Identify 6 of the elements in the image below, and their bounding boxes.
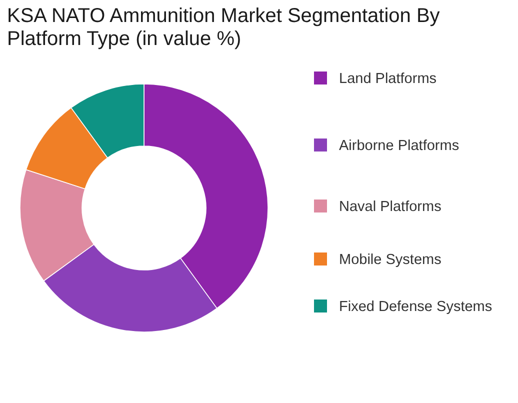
- legend-label: Land Platforms: [339, 71, 437, 88]
- legend-label: Mobile Systems: [339, 252, 442, 268]
- legend-label: Fixed Defense Systems: [339, 299, 492, 316]
- chart-title: KSA NATO Ammunition Market Segmentation By Platform Type (in value %): [7, 5, 440, 50]
- legend-label: Naval Platforms: [339, 199, 442, 216]
- legend-label: Airborne Platforms: [339, 138, 460, 154]
